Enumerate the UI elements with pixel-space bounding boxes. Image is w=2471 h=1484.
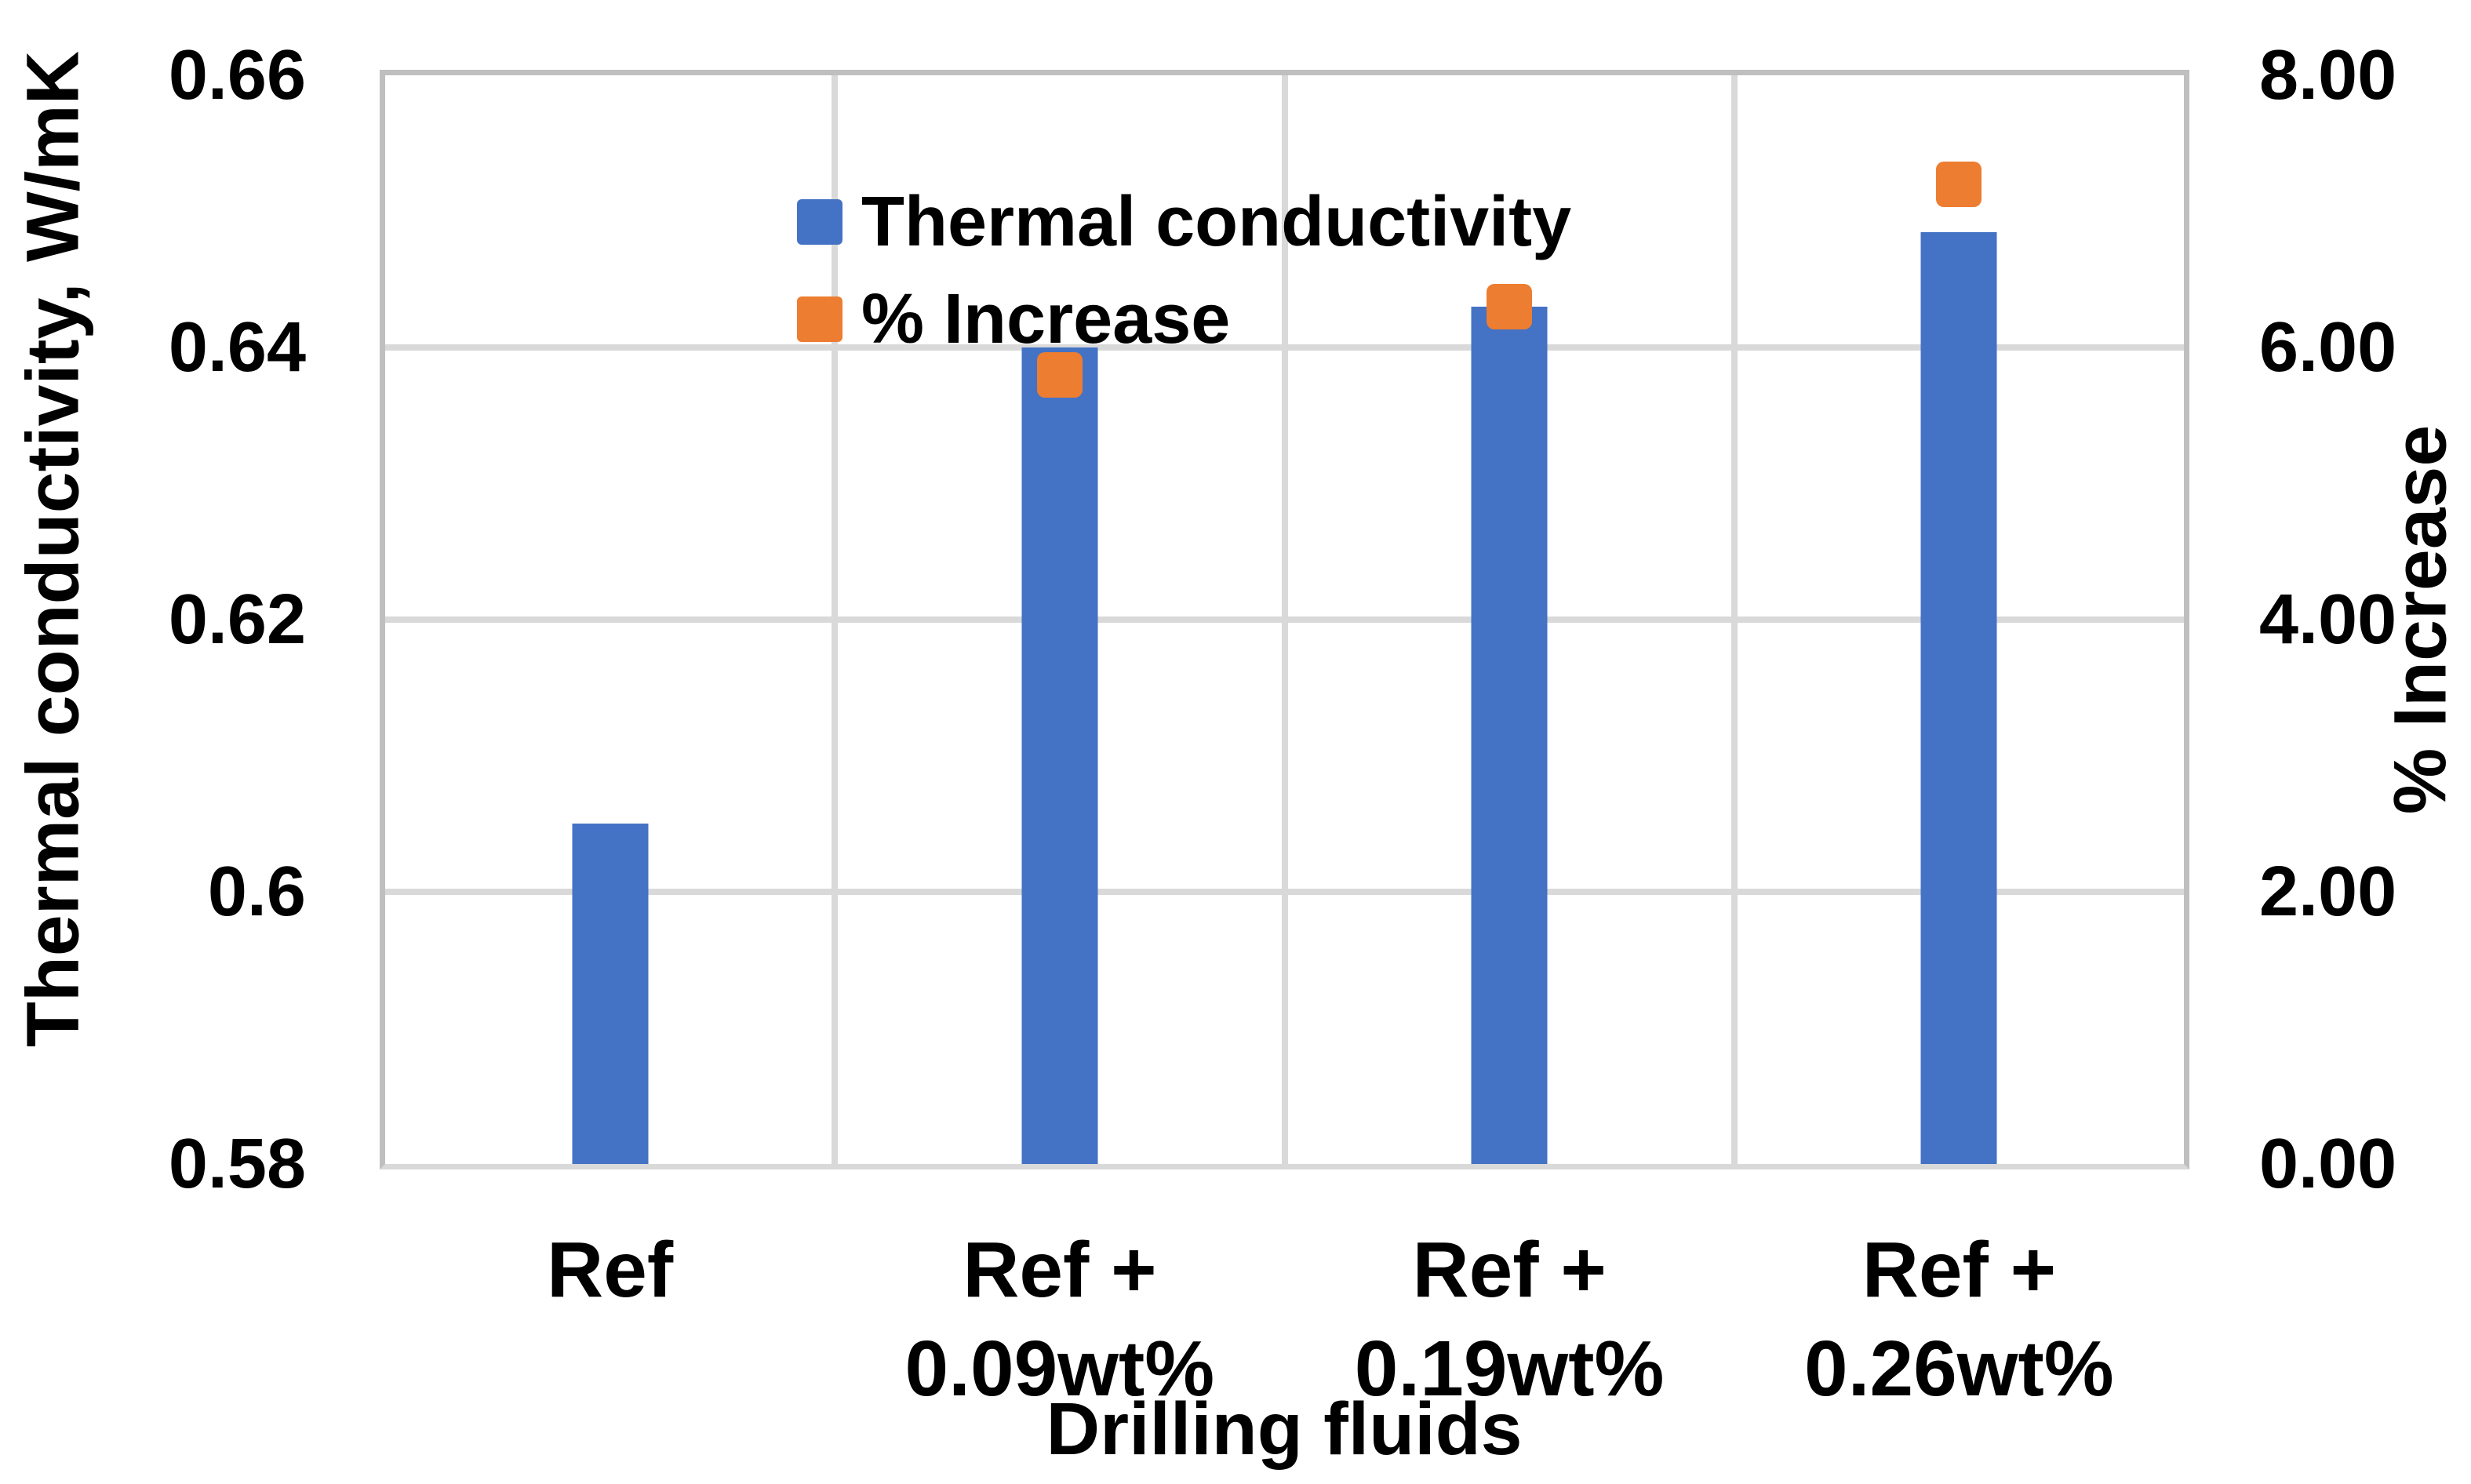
right-axis-tick-label: 6.00: [2259, 308, 2397, 387]
legend-swatch-orange-icon: [797, 296, 842, 342]
legend: Thermal conductivity % Increase: [797, 183, 1572, 358]
x-axis-tick-label-line: Ref +: [1861, 1226, 2057, 1314]
left-axis-tick-label: 0.66: [168, 36, 306, 115]
x-axis-title: Drilling fluids: [1046, 1388, 1523, 1471]
pct-increase-marker: [1487, 283, 1533, 329]
left-axis-title: Thermal conductivity, W/mK: [11, 50, 95, 1048]
x-axis-tick-label: Ref: [547, 1220, 673, 1319]
right-axis-tick-label: 8.00: [2259, 36, 2397, 115]
left-axis-tick-label: 0.6: [207, 853, 306, 931]
x-axis-tick-label: Ref + 0.09wt%: [905, 1220, 1215, 1418]
x-axis-tick-label-line: 0.09wt%: [904, 1325, 1215, 1413]
legend-label: % Increase: [861, 280, 1231, 358]
right-axis-tick-label: 0.00: [2259, 1125, 2397, 1203]
legend-label: Thermal conductivity: [861, 183, 1572, 261]
right-axis-tick-label: 2.00: [2259, 853, 2397, 931]
x-axis-tick-label-line: 0.26wt%: [1804, 1325, 2114, 1413]
legend-swatch-blue-icon: [797, 199, 842, 245]
legend-item-pct-increase: % Increase: [797, 280, 1571, 358]
legend-item-thermal-conductivity: Thermal conductivity: [797, 183, 1572, 261]
left-axis-tick-label: 0.64: [168, 308, 306, 387]
x-axis-tick-label-line: Ref +: [1412, 1226, 1607, 1314]
vertical-gridline: [1281, 75, 1288, 1164]
x-axis-tick-label-line: Ref: [547, 1226, 674, 1314]
bar-Ref: [572, 824, 649, 1164]
x-axis-tick-label: Ref + 0.26wt%: [1804, 1220, 2114, 1418]
x-axis-tick-label-line: 0.19wt%: [1354, 1325, 1665, 1413]
left-axis-tick-label: 0.62: [168, 580, 306, 659]
pct-increase-marker: [1036, 351, 1083, 398]
bar-Ref0.19wt: [1471, 306, 1548, 1164]
plot-area: Thermal conductivity % Increase: [380, 70, 2189, 1169]
bar-Ref0.09wt: [1021, 347, 1098, 1164]
x-axis-tick-label-line: Ref +: [963, 1226, 1157, 1314]
bar-Ref0.26wt: [1920, 231, 1997, 1164]
pct-increase-marker: [1936, 161, 1982, 207]
x-axis-tick-label: Ref + 0.19wt%: [1355, 1220, 1665, 1418]
vertical-gridline: [832, 75, 839, 1164]
right-axis-tick-label: 4.00: [2259, 580, 2397, 659]
vertical-gridline: [1730, 75, 1738, 1164]
left-axis-tick-label: 0.58: [168, 1125, 306, 1203]
